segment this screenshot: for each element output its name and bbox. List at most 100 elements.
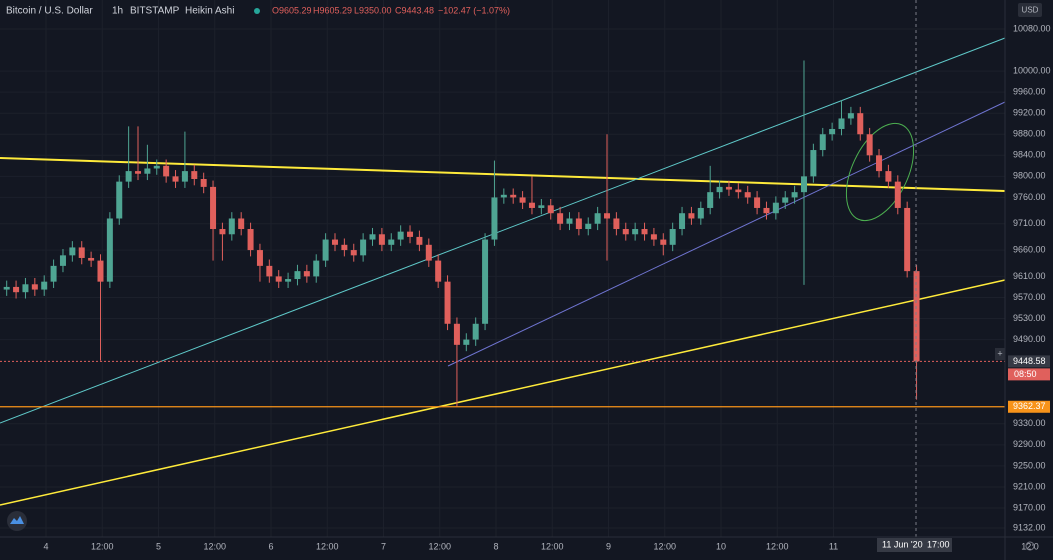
candle-body — [829, 128, 836, 135]
level-box — [1008, 400, 1050, 413]
candle-body — [904, 207, 911, 272]
candle-body — [322, 239, 329, 261]
candle-body — [331, 239, 338, 245]
x-tick-label: 7 — [381, 541, 386, 551]
candle-body — [69, 247, 76, 256]
candle-body — [341, 244, 348, 251]
x-tick-label: 5 — [156, 541, 161, 551]
candle-body — [13, 286, 20, 293]
y-tick-label: 9880.00 — [1013, 129, 1046, 139]
x-tick-label: 12:00 — [316, 541, 339, 551]
candle-body — [866, 134, 873, 156]
y-tick-label: 9610.00 — [1013, 271, 1046, 281]
candle-body — [228, 218, 235, 235]
ohlc-open: O9605.29 — [272, 5, 312, 15]
ellipse-drawing[interactable] — [833, 113, 928, 231]
candle-body — [819, 134, 826, 151]
x-axis: 4 12:00 5 12:00 6 12:00 7 12:00 8 12:00 9 12:00 10 12… — [43, 541, 1038, 551]
candle-body — [88, 257, 95, 261]
x-tick-label: 12:00 — [91, 541, 114, 551]
x-tick-label: 4 — [43, 541, 48, 551]
candle-body — [191, 171, 198, 179]
candle-body — [31, 284, 38, 290]
candle-body — [266, 265, 273, 277]
currency-button[interactable] — [1018, 3, 1042, 17]
y-tick-label: 9660.00 — [1013, 244, 1046, 254]
candle-body — [350, 250, 357, 256]
last-price-label: 9448.58 — [1013, 356, 1046, 366]
x-tick-label: 9 — [606, 541, 611, 551]
channel-line[interactable] — [0, 37, 1006, 424]
y-tick-label: 9330.00 — [1013, 418, 1046, 428]
candle-body — [181, 171, 188, 182]
crosshair-time-box — [877, 538, 952, 552]
candle-body — [285, 279, 292, 282]
settings-icon[interactable] — [1025, 541, 1035, 551]
interval[interactable]: 1h — [112, 6, 123, 17]
candle-body — [641, 229, 648, 235]
x-tick-label: 11 — [829, 541, 838, 551]
candle-body — [707, 192, 714, 208]
trend-line[interactable] — [0, 157, 1006, 192]
x-tick-label: 10 — [716, 541, 726, 551]
currency[interactable]: USD — [1022, 6, 1039, 15]
candle-body — [547, 205, 554, 214]
candle-body — [97, 260, 104, 282]
candle-body — [256, 250, 263, 266]
candle-body — [482, 239, 489, 324]
candle-body — [444, 281, 451, 324]
y-tick-label: 9710.00 — [1013, 218, 1046, 228]
y-tick-label: 9840.00 — [1013, 150, 1046, 160]
candle-body — [688, 213, 695, 219]
candle-body — [585, 223, 592, 230]
candle-body — [622, 229, 629, 235]
y-tick-label: 9960.00 — [1013, 87, 1046, 97]
price-axis — [1005, 0, 1053, 560]
symbol[interactable]: Bitcoin / U.S. Dollar — [6, 6, 93, 17]
candle-body — [435, 260, 442, 282]
countdown-box — [1008, 368, 1050, 381]
candle-body — [3, 286, 10, 290]
channel-line[interactable] — [447, 101, 1006, 367]
last-price-box — [1008, 355, 1050, 368]
candle-body — [613, 218, 620, 230]
candle-body — [200, 179, 207, 187]
y-tick-label: 9210.00 — [1013, 481, 1046, 491]
trend-line[interactable] — [0, 279, 1006, 506]
candle-body — [144, 168, 151, 174]
add-button[interactable] — [995, 348, 1005, 360]
candle-body — [491, 197, 498, 240]
candle-body — [210, 186, 217, 230]
candle-body — [876, 155, 883, 172]
candle-body — [22, 284, 29, 293]
candle-body — [632, 229, 639, 235]
y-tick-label: 9250.00 — [1013, 460, 1046, 470]
candle-body — [838, 118, 845, 129]
candle-body — [725, 186, 732, 190]
candle-body — [153, 165, 160, 169]
candle-body — [519, 197, 526, 203]
candle-body — [763, 207, 770, 214]
x-tick-label: 12:00 — [766, 541, 789, 551]
candle-body — [894, 181, 901, 208]
candle-body — [660, 239, 667, 245]
candle-body — [575, 218, 582, 230]
candle-body — [247, 229, 254, 251]
crosshair-time: 17:00 — [927, 539, 950, 549]
x-tick-label: 12:00 — [653, 541, 676, 551]
y-tick-label: 10080.00 — [1013, 23, 1051, 33]
ohlc-high: H9605.29 — [313, 5, 352, 15]
candle-body — [219, 229, 226, 235]
candle-body — [135, 171, 142, 174]
y-tick-label: 10000.00 — [1013, 65, 1051, 75]
candle-body — [594, 213, 601, 224]
candle-body — [463, 339, 470, 345]
logo-icon[interactable] — [10, 516, 24, 524]
add-icon[interactable]: + — [997, 348, 1002, 358]
candle-body — [360, 239, 367, 256]
candle-body — [472, 323, 479, 340]
candle-body — [604, 213, 611, 219]
y-tick-label: 9290.00 — [1013, 439, 1046, 449]
x-tick-label: 8 — [493, 541, 498, 551]
